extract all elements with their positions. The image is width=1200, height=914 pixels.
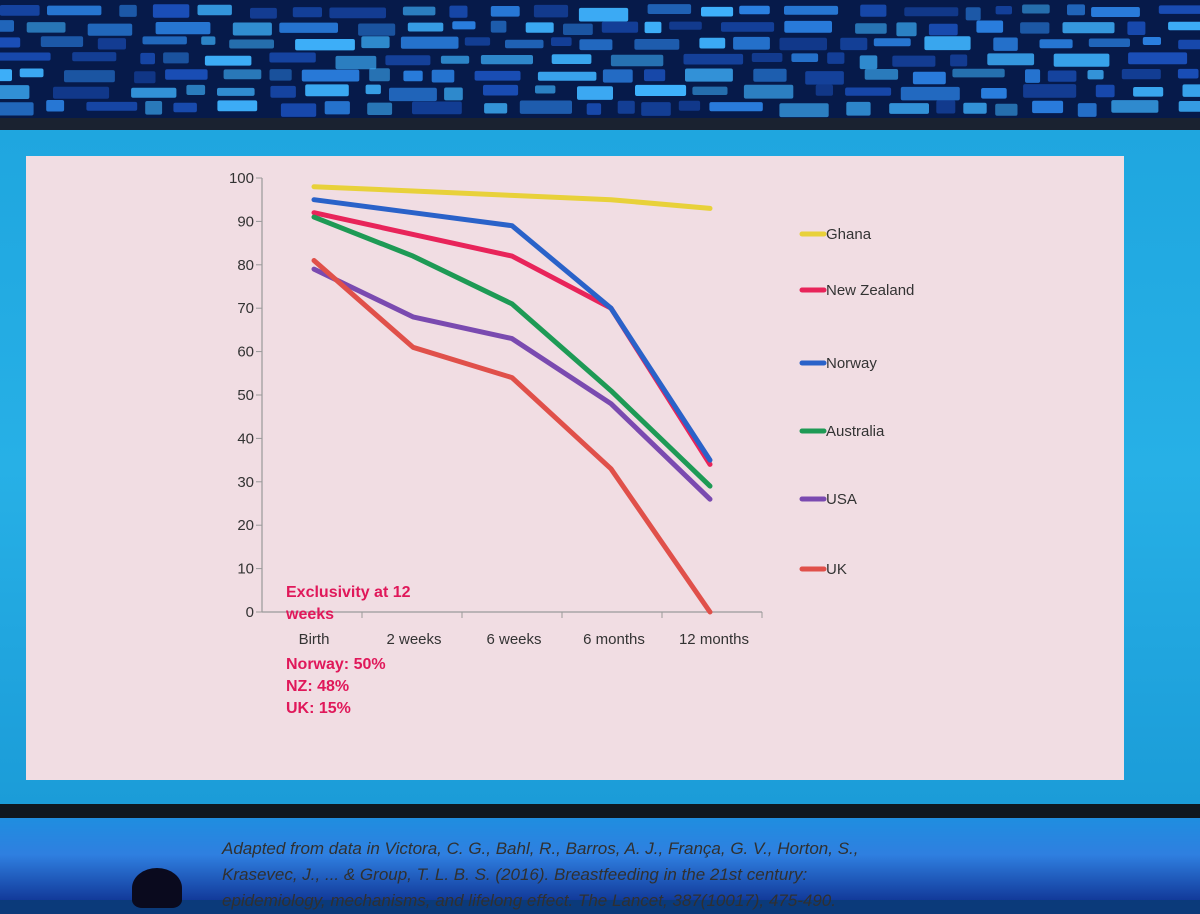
legend-label: Australia xyxy=(826,423,885,440)
y-tick-label: 100 xyxy=(229,170,254,187)
legend-label: UK xyxy=(826,561,847,578)
y-tick-label: 80 xyxy=(237,257,254,274)
callout-item-norway: Norway: 50% xyxy=(286,654,486,676)
x-tick-label: 6 weeks xyxy=(486,631,541,648)
screen-bezel-bottom xyxy=(0,804,1200,818)
y-tick-labels: 0 10 20 30 40 50 60 70 80 90 100 xyxy=(229,170,254,621)
y-tick-label: 90 xyxy=(237,213,254,230)
citation-line1: Adapted from data in Victora, C. G., Bah… xyxy=(222,836,1002,862)
x-tick-label: 6 months xyxy=(583,631,645,648)
y-tick-label: 10 xyxy=(237,561,254,578)
y-tick-label: 30 xyxy=(237,474,254,491)
y-tick-label: 40 xyxy=(237,430,254,447)
chart-legend: Ghana New Zealand Norway Australia USA UK xyxy=(802,226,914,578)
citation-line2: Krasevec, J., ... & Group, T. L. B. S. (… xyxy=(222,862,1002,888)
legend-label: USA xyxy=(826,491,857,508)
y-tick-label: 50 xyxy=(237,387,254,404)
led-tiles xyxy=(0,0,1200,122)
citation-line3: epidemiology, mechanisms, and lifelong e… xyxy=(222,888,1002,914)
y-tick-label: 60 xyxy=(237,344,254,361)
callout-heading-line1: Exclusivity at 12 xyxy=(286,582,486,604)
y-tick-label: 70 xyxy=(237,300,254,317)
chart-axes xyxy=(256,178,762,618)
series-lines xyxy=(314,187,710,612)
audience-silhouette xyxy=(132,868,182,908)
callout-item-nz: NZ: 48% xyxy=(286,676,486,698)
legend-label: Norway xyxy=(826,355,877,372)
callout-heading-line2: weeks xyxy=(286,604,486,626)
exclusivity-callout: Exclusivity at 12 weeks Norway: 50% NZ: … xyxy=(286,582,486,720)
legend-label: New Zealand xyxy=(826,282,914,299)
source-citation: Adapted from data in Victora, C. G., Bah… xyxy=(222,836,1002,914)
series-line-uk xyxy=(314,261,710,613)
led-wall-backdrop xyxy=(0,0,1200,122)
x-tick-label: 12 months xyxy=(679,631,749,648)
y-tick-label: 20 xyxy=(237,517,254,534)
callout-item-uk: UK: 15% xyxy=(286,698,486,720)
y-tick-label: 0 xyxy=(246,604,254,621)
legend-label: Ghana xyxy=(826,226,872,243)
